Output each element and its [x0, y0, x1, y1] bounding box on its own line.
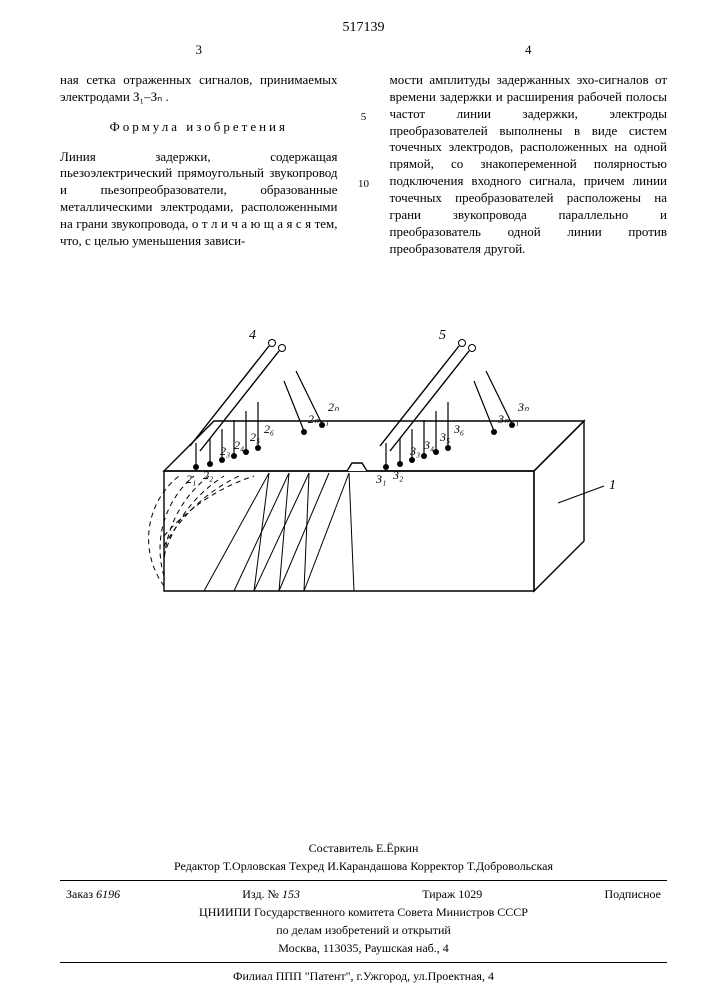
addr-line: Москва, 113035, Раушская наб., 4 [60, 941, 667, 956]
line-num-10: 10 [358, 179, 370, 190]
separator-1 [60, 880, 667, 881]
publication-row: Заказ 6196 Изд. № 153 Тираж 1029 Подписн… [60, 887, 667, 902]
left-col-number: 3 [60, 42, 338, 59]
imprint-block: Составитель Е.Ёркин Редактор Т.Орловская… [60, 841, 667, 984]
order-label: Заказ [66, 887, 93, 901]
delay-line-diagram: 1 4 [104, 311, 624, 641]
left-para-1: ная сетка отраженных сигналов, принимаем… [60, 72, 338, 106]
svg-text:3₅: 3₅ [439, 430, 450, 444]
svg-text:3₆: 3₆ [453, 422, 464, 436]
fig-label-4: 4 [249, 328, 256, 343]
svg-text:2₃: 2₃ [220, 444, 230, 458]
separator-2 [60, 962, 667, 963]
svg-text:3₂: 3₂ [392, 468, 403, 482]
editor-line: Редактор Т.Орловская Техред И.Карандашов… [60, 859, 667, 874]
tirazh-cell: Тираж 1029 [422, 887, 482, 902]
org-line-1: ЦНИИПИ Государственного комитета Совета … [60, 905, 667, 920]
fig-label-5: 5 [439, 328, 446, 343]
order-cell: Заказ 6196 [66, 887, 120, 902]
svg-text:2₂: 2₂ [203, 468, 213, 482]
svg-text:3ₙ: 3ₙ [517, 400, 529, 414]
svg-text:2ₙ: 2ₙ [328, 400, 339, 414]
izd-num: 153 [282, 887, 300, 901]
svg-text:3ₙ₋₁: 3ₙ₋₁ [497, 412, 519, 426]
electrode-range: З₁–Зₙ . [133, 89, 169, 104]
tirazh-label: Тираж [422, 887, 455, 901]
tirazh-num: 1029 [458, 887, 482, 901]
svg-text:2₅: 2₅ [250, 430, 260, 444]
right-para-1: мости амплитуды задержанных эхо-сигналов… [390, 72, 668, 258]
patent-page: 517139 3 ная сетка отраженных сигналов, … [0, 0, 707, 1007]
left-column: 3 ная сетка отраженных сигналов, принима… [60, 42, 338, 271]
svg-text:2₄: 2₄ [234, 438, 244, 452]
left-para-1-text: ная сетка отраженных сигналов, принимаем… [60, 72, 338, 104]
electrode-group-3: 5 3₁ 3₂ 3₃3₄ 3₅3₆ 3ₙ₋₁3ₙ [375, 328, 529, 486]
left-para-2: Линия задержки, содержащая пьезоэлектрич… [60, 149, 338, 250]
document-number: 517139 [60, 20, 667, 36]
formula-title: Формула изобретения [60, 119, 338, 136]
svg-text:2₆: 2₆ [264, 422, 274, 436]
right-col-number: 4 [390, 42, 668, 59]
svg-text:2ₙ₋₁: 2ₙ₋₁ [308, 412, 329, 426]
line-number-gutter: 5 10 [358, 42, 370, 271]
izd-label: Изд. № [242, 887, 279, 901]
org-line-2: по делам изобретений и открытий [60, 923, 667, 938]
order-num: 6196 [96, 887, 120, 901]
svg-text:3₃: 3₃ [409, 444, 420, 458]
podpis-cell: Подписное [605, 887, 662, 902]
izd-cell: Изд. № 153 [242, 887, 300, 902]
filial-line: Филиал ППП "Патент", г.Ужгород, ул.Проек… [60, 969, 667, 984]
electrode-group-2: 4 2₁ 2₂ 2₃ 2₄ 2₅ 2₆ [186, 328, 339, 486]
compiler-line: Составитель Е.Ёркин [60, 841, 667, 856]
fig-label-1: 1 [609, 478, 616, 493]
two-column-text: 3 ная сетка отраженных сигналов, принима… [60, 42, 667, 271]
right-column: 4 мости амплитуды задержанных эхо-сигнал… [390, 42, 668, 271]
svg-text:3₁: 3₁ [375, 472, 386, 486]
svg-text:3₄: 3₄ [423, 438, 434, 452]
line-num-5: 5 [358, 112, 370, 123]
svg-text:2₁: 2₁ [186, 472, 196, 486]
